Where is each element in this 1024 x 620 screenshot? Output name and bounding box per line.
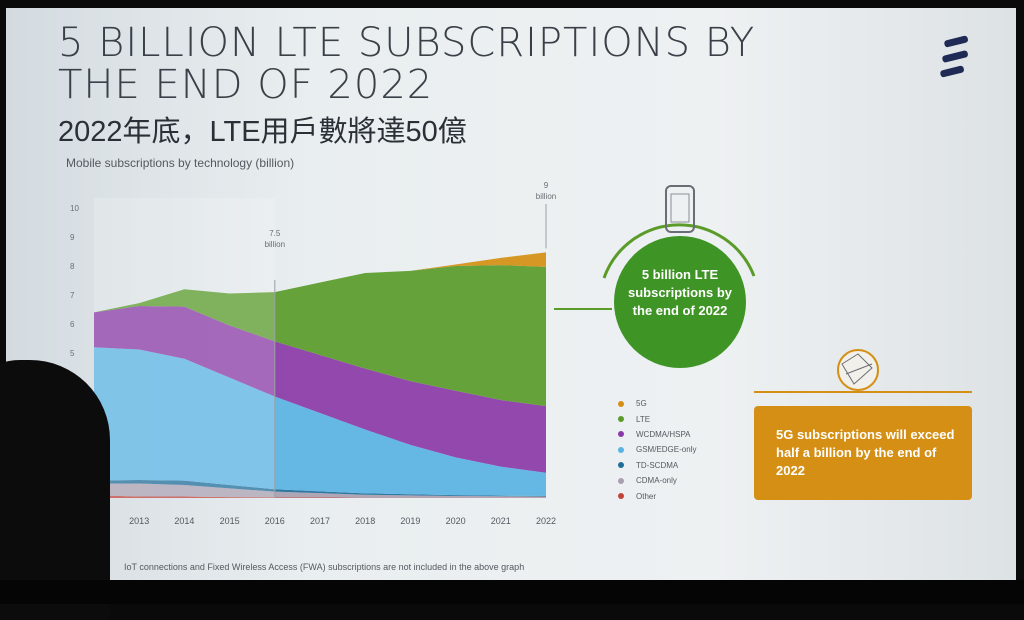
history-overlay [94, 198, 275, 498]
x-tick-label: 2016 [265, 516, 285, 526]
slide-title-line1: 5 BILLION LTE SUBSCRIPTIONS BY [58, 20, 756, 66]
slide-title-line2: THE END OF 2022 [58, 62, 434, 108]
legend-swatch [618, 493, 624, 500]
y-tick-label: 9 [70, 233, 75, 242]
area-other [94, 495, 546, 498]
stacked-area-chart: 2345678910122013201420152016201720182019… [70, 181, 972, 526]
ericsson-logo-icon [940, 35, 968, 78]
lte-circle [614, 236, 746, 368]
legend-swatch [618, 416, 624, 423]
5g-callout-text: 5G subscriptions will exceed half a bill… [776, 427, 955, 478]
legend-item: Other [618, 488, 696, 503]
legend-item: GSM/EDGE-only [618, 442, 696, 457]
annotation-value: 9 [544, 181, 549, 190]
presentation-slide: 5 BILLION LTE SUBSCRIPTIONS BY THE END O… [6, 8, 1016, 580]
legend-swatch [618, 400, 624, 407]
phone-screen [670, 193, 690, 223]
phone-icon [665, 185, 695, 233]
legend-swatch [618, 477, 624, 484]
screen-bottom-edge [0, 580, 1024, 604]
x-tick-label: 2020 [446, 516, 466, 526]
chart-title: Mobile subscriptions by technology (bill… [66, 156, 295, 170]
area-5g [94, 252, 546, 313]
legend-item: WCDMA/HSPA [618, 427, 696, 442]
x-tick-label: 2022 [536, 516, 556, 526]
chart-legend: 5G LTE WCDMA/HSPA GSM/EDGE-only TD-SCDMA CDMA… [618, 396, 696, 504]
lte-arc [602, 223, 756, 279]
globe-icon [837, 349, 879, 391]
annotation-unit: billion [536, 192, 556, 201]
x-tick-label: 2015 [220, 516, 240, 526]
x-tick-label: 2021 [491, 516, 511, 526]
annotation-value: 7.5 [269, 229, 281, 238]
legend-label: GSM/EDGE-only [636, 445, 697, 455]
legend-label: CDMA-only [636, 476, 677, 486]
area-lte [94, 265, 546, 407]
x-tick-label: 2014 [174, 516, 194, 526]
y-tick-label: 8 [70, 262, 75, 271]
y-tick-label: 7 [70, 291, 75, 300]
legend-item: LTE [618, 411, 696, 426]
legend-label: Other [636, 491, 657, 501]
y-tick-label: 6 [70, 320, 75, 329]
x-tick-label: 2018 [355, 516, 375, 526]
audience-silhouette [0, 360, 110, 620]
legend-swatch [618, 431, 624, 438]
legend-item: 5G [618, 396, 696, 411]
slide-title: 5 BILLION LTE SUBSCRIPTIONS BY THE END O… [58, 22, 755, 106]
area-wcdma-hspa [94, 306, 546, 473]
slide-subtitle: 2022年底，LTE用戶數將達50億 [58, 116, 467, 148]
lte-circle-label: 5 billion LTE subscriptions by the end o… [627, 267, 733, 318]
legend-label: WCDMA/HSPA [636, 429, 691, 439]
y-tick-label: 5 [70, 349, 75, 358]
legend-swatch [618, 462, 624, 469]
area-td-scdma [94, 480, 546, 497]
globe-network-lines [841, 353, 873, 385]
legend-item: TD-SCDMA [618, 458, 696, 473]
legend-label: 5G [636, 399, 647, 409]
footnote: IoT connections and Fixed Wireless Acces… [124, 562, 525, 572]
legend-item: CDMA-only [618, 473, 696, 488]
5g-callout-box: 5G subscriptions will exceed half a bill… [754, 406, 972, 500]
x-tick-label: 2019 [400, 516, 420, 526]
x-tick-label: 2013 [129, 516, 149, 526]
x-tick-label: 2017 [310, 516, 330, 526]
legend-label: LTE [636, 414, 651, 424]
y-tick-label: 10 [70, 204, 79, 213]
legend-swatch [618, 446, 624, 453]
area-gsm-edge-only [94, 347, 546, 496]
legend-label: TD-SCDMA [636, 460, 679, 470]
area-cdma-only [94, 483, 546, 498]
annotation-unit: billion [265, 240, 285, 249]
